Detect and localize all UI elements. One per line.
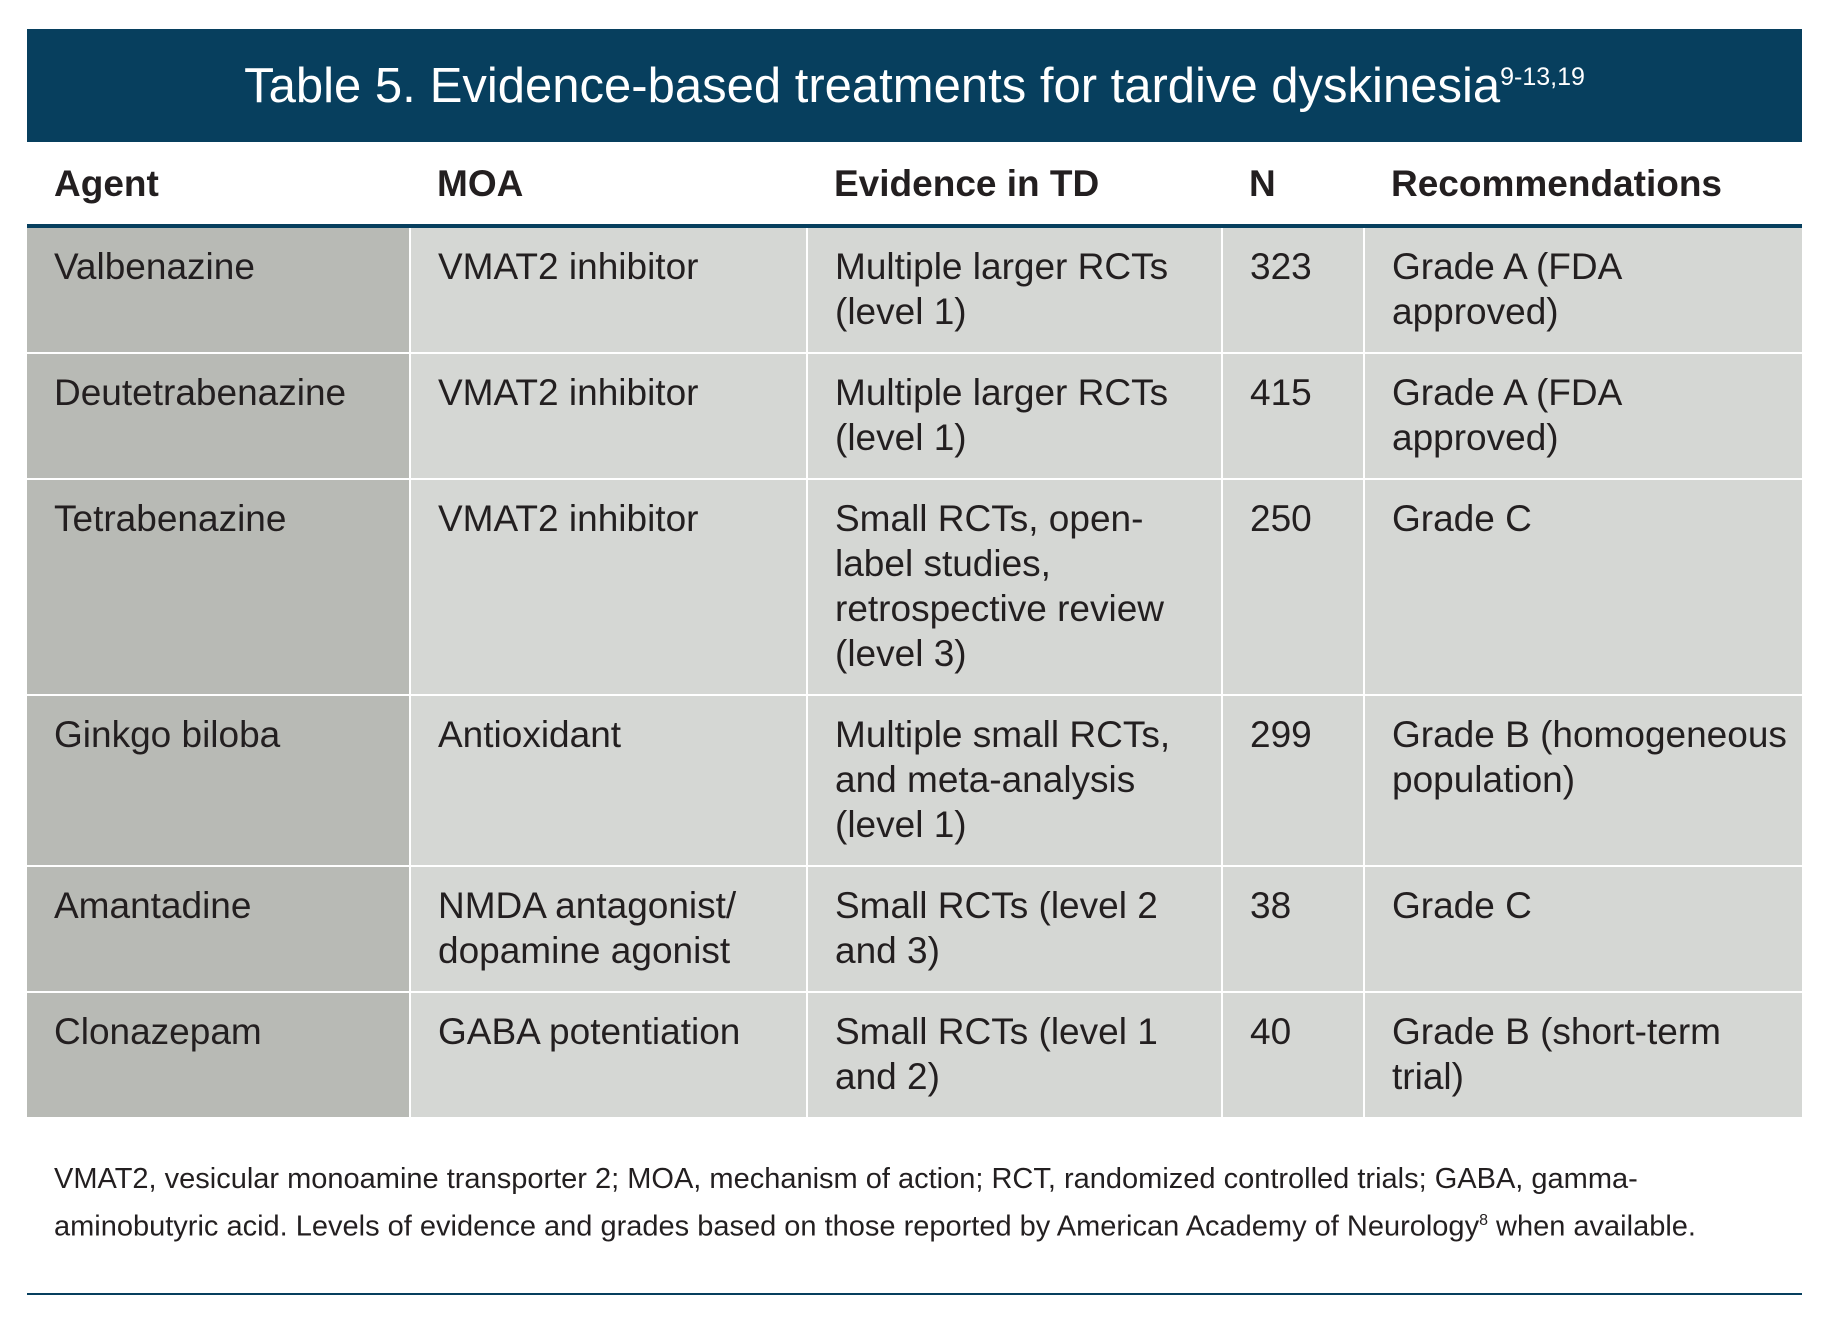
cell-moa: NMDA antagonist/ dopamine agonist (409, 866, 808, 993)
cell-rec: Grade A (FDA approved) (1363, 226, 1802, 354)
cell-evidence: Multiple larger RCTs (level 1) (806, 226, 1223, 354)
cell-moa: VMAT2 inhibitor (409, 226, 808, 354)
table-row: Ginkgo biloba Antioxidant Multiple small R… (27, 695, 1802, 867)
treatments-table: Agent MOA Evidence in TD N Recommendatio… (27, 142, 1802, 1117)
cell-n: 323 (1221, 226, 1365, 354)
cell-rec: Grade C (1363, 866, 1802, 993)
cell-agent: Amantadine (27, 866, 411, 993)
table-row: Valbenazine VMAT2 inhibitor Multiple large… (27, 226, 1802, 354)
col-header-recommendations: Recommendations (1364, 142, 1802, 228)
cell-n: 250 (1221, 479, 1365, 696)
cell-moa: VMAT2 inhibitor (409, 479, 808, 696)
title-refs: 9-13,19 (1500, 63, 1585, 91)
table-row: Deutetrabenazine VMAT2 inhibitor Multiple … (27, 353, 1802, 480)
col-header-n: N (1222, 142, 1364, 228)
cell-evidence: Multiple larger RCTs (level 1) (806, 353, 1223, 480)
table-row: Amantadine NMDA antagonist/ dopamine agon… (27, 866, 1802, 993)
table-label: Table 5. (244, 58, 416, 113)
cell-agent: Clonazepam (27, 992, 411, 1117)
cell-evidence: Small RCTs (level 1 and 2) (806, 992, 1223, 1117)
cell-moa: GABA potentiation (409, 992, 808, 1117)
col-header-agent: Agent (27, 142, 410, 228)
cell-agent: Tetrabenazine (27, 479, 411, 696)
cell-n: 38 (1221, 866, 1365, 993)
cell-moa: VMAT2 inhibitor (409, 353, 808, 480)
cell-agent: Deutetrabenazine (27, 353, 411, 480)
table-title: Table 5. Evidence-based treatments for ta… (27, 29, 1802, 142)
cell-agent: Valbenazine (27, 226, 411, 354)
cell-n: 299 (1221, 695, 1365, 867)
bottom-rule (27, 1293, 1802, 1295)
cell-rec: Grade C (1363, 479, 1802, 696)
cell-n: 40 (1221, 992, 1365, 1117)
col-header-evidence: Evidence in TD (807, 142, 1222, 228)
header-row: Agent MOA Evidence in TD N Recommendatio… (27, 142, 1802, 228)
cell-moa: Antioxidant (409, 695, 808, 867)
title-text: Evidence-based treatments for tardive dy… (429, 58, 1501, 113)
cell-rec: Grade B (homogeneous population) (1363, 695, 1802, 867)
cell-rec: Grade A (FDA approved) (1363, 353, 1802, 480)
col-header-moa: MOA (410, 142, 807, 228)
cell-evidence: Multiple small RCTs, and meta-analysis (… (806, 695, 1223, 867)
footnote: VMAT2, vesicular monoamine transporter 2… (54, 1163, 1696, 1243)
table-row: Tetrabenazine VMAT2 inhibitor Small RCTs, … (27, 479, 1802, 696)
cell-n: 415 (1221, 353, 1365, 480)
cell-agent: Ginkgo biloba (27, 695, 411, 867)
table-row: Clonazepam GABA potentiation Small RCTs (l… (27, 992, 1802, 1117)
cell-rec: Grade B (short-term trial) (1363, 992, 1802, 1117)
cell-evidence: Small RCTs (level 2 and 3) (806, 866, 1223, 993)
cell-evidence: Small RCTs, open-label studies, retrospe… (806, 479, 1223, 696)
